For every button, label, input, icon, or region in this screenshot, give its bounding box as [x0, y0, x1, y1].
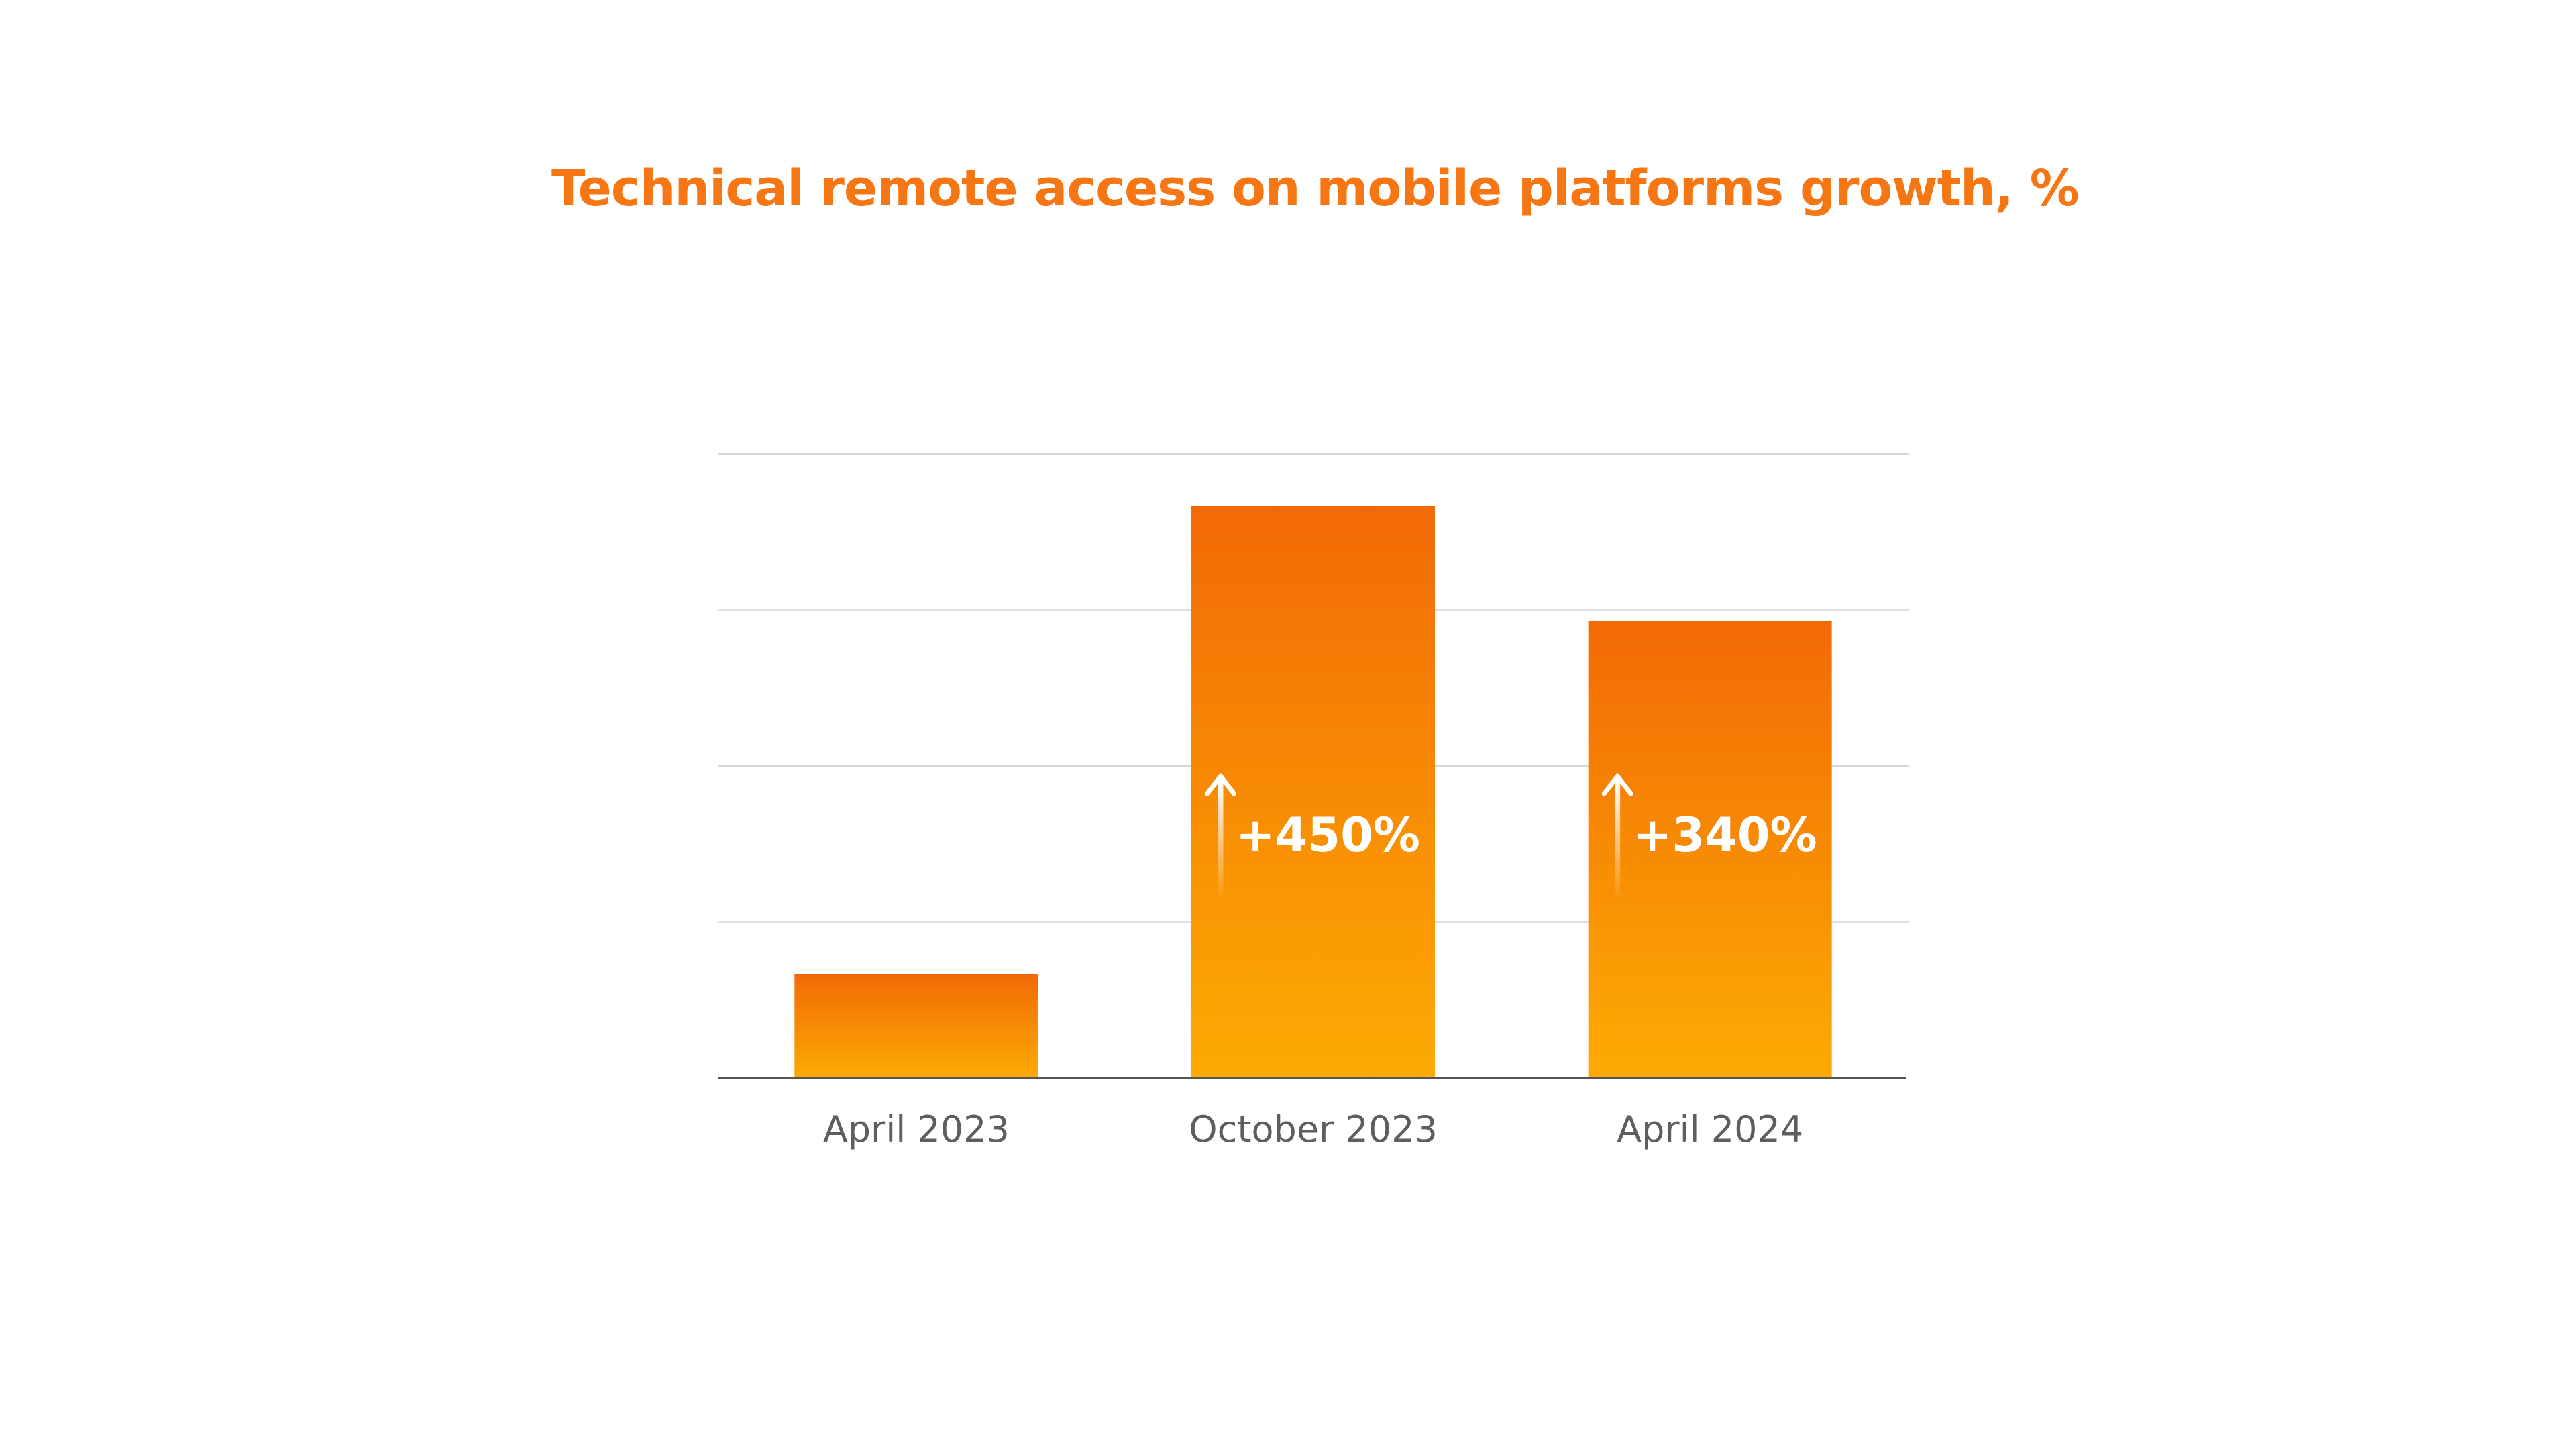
bar-2	[1191, 506, 1435, 1078]
data-label-2: +450%	[1236, 808, 1420, 863]
data-label-3: +340%	[1633, 808, 1817, 863]
up-arrow-icon-2	[1205, 773, 1236, 901]
bar-1	[794, 974, 1038, 1078]
up-arrow-icon-3	[1601, 773, 1633, 901]
chart-title: Technical remote access on mobile platfo…	[551, 160, 2080, 217]
labels: April 2023 October 2023 +450% April 2024 +34…	[823, 773, 1817, 1150]
x-tick-label-1: April 2023	[823, 1108, 1010, 1150]
bars	[794, 506, 1832, 1078]
x-tick-label-2: October 2023	[1189, 1108, 1438, 1150]
x-tick-label-3: April 2024	[1617, 1108, 1803, 1150]
bar-3	[1588, 621, 1832, 1078]
